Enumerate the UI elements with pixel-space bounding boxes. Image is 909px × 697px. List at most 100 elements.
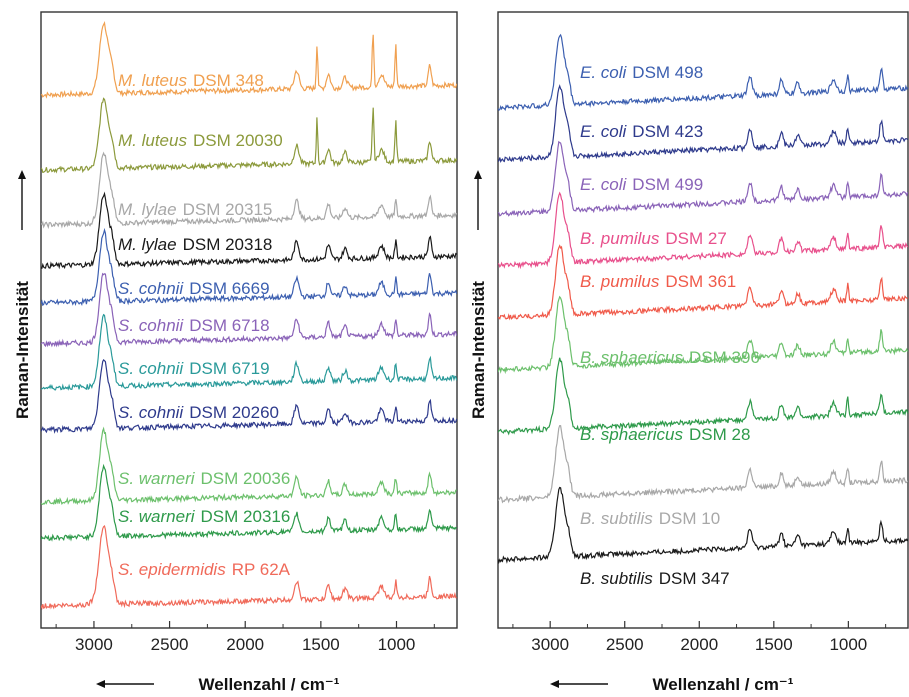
species-name: M. luteus	[118, 71, 187, 90]
species-name: E. coli	[580, 175, 628, 194]
spectra-group	[41, 20, 457, 611]
strain-name: DSM 27	[665, 229, 726, 248]
strain-name: DSM 20315	[183, 200, 273, 219]
y-axis-arrow-head	[474, 170, 482, 179]
strain-name: DSM 20316	[201, 507, 291, 526]
spectrum-line	[41, 426, 457, 506]
species-name: E. coli	[580, 122, 628, 141]
strain-name: DSM 28	[689, 425, 750, 444]
spectrum-line	[498, 140, 908, 218]
spectrum-label: S. cohnii DSM 20260	[118, 403, 279, 422]
x-tick-label: 1500	[302, 635, 340, 654]
spectrum-label: B. pumilus DSM 361	[580, 272, 736, 291]
spectrum-line	[498, 191, 908, 270]
strain-name: DSM 499	[632, 175, 703, 194]
x-tick-label: 2500	[606, 635, 644, 654]
strain-name: DSM 396	[689, 348, 760, 367]
species-name: M. luteus	[118, 131, 187, 150]
spectrum-label: M. luteus DSM 20030	[118, 131, 283, 150]
x-axis-arrow-head	[96, 680, 105, 688]
species-name: B. pumilus	[580, 229, 660, 248]
spectrum-label: E. coli DSM 499	[580, 175, 703, 194]
spectrum-line	[41, 272, 457, 348]
y-axis-title: Raman-Intensität	[469, 281, 488, 419]
species-name: B. sphaericus	[580, 348, 683, 367]
species-name: S. warneri	[118, 507, 196, 526]
plot-frame	[497, 11, 909, 629]
spectrum-line	[498, 486, 908, 564]
spectrum-line	[498, 295, 908, 375]
strain-name: RP 62A	[232, 560, 291, 579]
x-tick-label: 2000	[680, 635, 718, 654]
plot-frame	[40, 11, 458, 629]
spectrum-label: M. luteus DSM 348	[118, 71, 264, 90]
strain-name: DSM 498	[632, 63, 703, 82]
spectrum-line	[41, 227, 457, 307]
strain-name: DSM 6669	[189, 279, 269, 298]
spectrum-label: M. lylae DSM 20315	[118, 200, 272, 219]
strain-name: DSM 347	[659, 569, 730, 588]
strain-name: DSM 361	[665, 272, 736, 291]
strain-name: DSM 20036	[201, 469, 291, 488]
spectrum-line	[41, 97, 457, 174]
x-axis-arrow-head	[550, 680, 559, 688]
spectrum-line	[41, 463, 457, 542]
x-tick-label: 1500	[755, 635, 793, 654]
strain-name: DSM 20030	[193, 131, 283, 150]
species-name: B. subtilis	[580, 569, 653, 588]
spectrum-line	[41, 524, 457, 611]
x-tick-label: 3000	[531, 635, 569, 654]
left-panel: 3000 2500 2000 1500 1000 Wellenzahl / cm⁻¹ Ram…	[13, 11, 458, 694]
species-name: S. warneri	[118, 469, 196, 488]
spectrum-label: S. epidermidis RP 62A	[118, 560, 291, 579]
species-name: S. cohnii	[118, 279, 184, 298]
species-name: S. cohnii	[118, 403, 184, 422]
x-axis-title: Wellenzahl / cm⁻¹	[199, 675, 340, 694]
species-name: B. sphaericus	[580, 425, 683, 444]
species-name: B. pumilus	[580, 272, 660, 291]
spectrum-line	[498, 424, 908, 504]
strain-name: DSM 10	[659, 509, 720, 528]
spectrum-label: B. sphaericus DSM 396	[580, 348, 760, 367]
spectra-group	[498, 33, 908, 564]
right-panel: 3000 2500 2000 1500 1000 Wellenzahl / cm⁻¹ Ram…	[469, 11, 909, 694]
spectrum-line	[498, 33, 908, 112]
species-name: M. lylae	[118, 235, 177, 254]
y-axis-arrow-head	[18, 170, 26, 179]
species-name: B. subtilis	[580, 509, 653, 528]
spectrum-line	[498, 357, 908, 436]
spectrum-label: B. sphaericus DSM 28	[580, 425, 750, 444]
x-tick-label: 2500	[151, 635, 189, 654]
species-name: S. epidermidis	[118, 560, 226, 579]
strain-name: DSM 20318	[183, 235, 273, 254]
strain-name: DSM 6718	[189, 316, 269, 335]
spectrum-label: S. cohnii DSM 6669	[118, 279, 270, 298]
species-name: M. lylae	[118, 200, 177, 219]
spectrum-line	[498, 84, 908, 163]
spectrum-line	[41, 151, 457, 230]
x-tick-label: 3000	[75, 635, 113, 654]
strain-name: DSM 20260	[189, 403, 279, 422]
spectrum-label: M. lylae DSM 20318	[118, 235, 272, 254]
x-tick-label: 1000	[829, 635, 867, 654]
species-name: S. cohnii	[118, 316, 184, 335]
spectrum-line	[41, 313, 457, 391]
spectrum-line	[41, 20, 457, 99]
spectrum-line	[498, 244, 908, 321]
spectrum-label: B. subtilis DSM 347	[580, 569, 730, 588]
species-name: S. cohnii	[118, 359, 184, 378]
x-tick-label: 2000	[226, 635, 264, 654]
y-axis-title: Raman-Intensität	[13, 281, 32, 419]
spectrum-label: B. subtilis DSM 10	[580, 509, 720, 528]
spectrum-label: E. coli DSM 423	[580, 122, 703, 141]
spectrum-label: S. warneri DSM 20316	[118, 507, 290, 526]
spectrum-label: S. cohnii DSM 6718	[118, 316, 270, 335]
spectrum-label: E. coli DSM 498	[580, 63, 703, 82]
spectrum-label: S. warneri DSM 20036	[118, 469, 290, 488]
spectrum-line	[41, 358, 457, 434]
x-axis-title: Wellenzahl / cm⁻¹	[653, 675, 794, 694]
spectrum-label: S. cohnii DSM 6719	[118, 359, 270, 378]
spectrum-line	[41, 191, 457, 270]
spectrum-label: B. pumilus DSM 27	[580, 229, 727, 248]
